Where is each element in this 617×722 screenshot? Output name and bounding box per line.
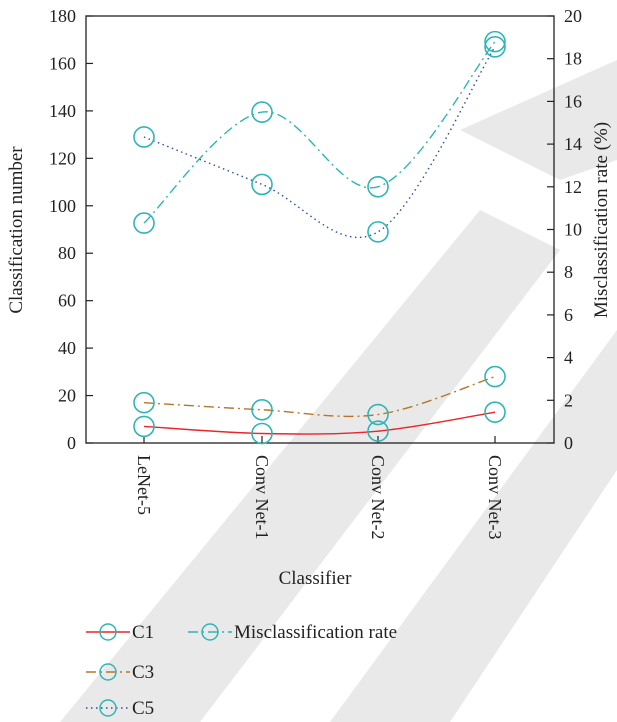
data-point bbox=[367, 403, 389, 426]
right-tick-label: 0 bbox=[564, 433, 573, 453]
data-point bbox=[133, 212, 155, 234]
y-axis-label: Classification number bbox=[6, 146, 27, 314]
data-point bbox=[133, 415, 155, 438]
legend-item: C1 bbox=[86, 622, 154, 643]
legend-item: C5 bbox=[86, 698, 154, 719]
legend-marker bbox=[201, 623, 219, 641]
left-y-axis: 0 20 40 60 80 100 120 140 160 180 bbox=[49, 6, 93, 453]
right-tick-label: 10 bbox=[564, 220, 582, 240]
right-tick-label: 18 bbox=[564, 49, 582, 69]
right-tick-label: 6 bbox=[564, 305, 573, 325]
data-point bbox=[251, 422, 273, 445]
legend-label: Misclassification rate bbox=[234, 622, 397, 643]
right-tick-label: 20 bbox=[564, 6, 582, 26]
data-point bbox=[367, 176, 389, 198]
data-point bbox=[251, 173, 273, 196]
data-point bbox=[484, 30, 506, 53]
series-line bbox=[143, 46, 496, 239]
x-axis: LeNet-5 Conv Net-1 Conv Net-2 Conv Net-3 bbox=[134, 436, 505, 540]
right-tick-label: 8 bbox=[564, 262, 573, 282]
series-c5 bbox=[133, 36, 506, 243]
series-misclassification-rate bbox=[133, 30, 506, 234]
left-tick-label: 20 bbox=[58, 386, 76, 406]
x-tick-label: Conv Net-2 bbox=[368, 455, 388, 540]
series-c3 bbox=[133, 365, 506, 426]
data-point bbox=[133, 126, 155, 148]
plot-frame bbox=[85, 15, 555, 444]
legend-label: C3 bbox=[132, 662, 154, 683]
left-tick-label: 80 bbox=[58, 243, 76, 263]
right-tick-label: 4 bbox=[564, 348, 573, 368]
y2-axis-label: Misclassification rate (%) bbox=[591, 122, 612, 318]
right-tick-label: 2 bbox=[564, 390, 573, 410]
left-tick-label: 160 bbox=[49, 53, 76, 73]
x-axis-label: Classifier bbox=[279, 568, 352, 589]
left-tick-label: 40 bbox=[58, 338, 76, 358]
left-tick-label: 0 bbox=[67, 433, 76, 453]
legend-item: Misclassification rate bbox=[188, 622, 397, 643]
series-line bbox=[143, 411, 496, 435]
legend-marker bbox=[99, 663, 117, 681]
legend-marker bbox=[99, 699, 117, 717]
series-c1 bbox=[133, 401, 506, 445]
legend-marker bbox=[99, 623, 117, 641]
data-point bbox=[484, 36, 506, 58]
data-point bbox=[251, 398, 273, 421]
data-point bbox=[367, 420, 389, 442]
legend: C1 Misclassification rate C3 C5 bbox=[86, 622, 397, 719]
x-tick-label: Conv Net-1 bbox=[252, 455, 272, 540]
left-tick-label: 120 bbox=[49, 148, 76, 168]
right-y-axis: 0 2 4 6 8 10 12 14 16 18 20 bbox=[547, 6, 582, 453]
x-tick-label: LeNet-5 bbox=[134, 455, 154, 515]
series-line bbox=[143, 375, 496, 418]
right-tick-label: 16 bbox=[564, 91, 582, 111]
legend-label: C5 bbox=[132, 698, 154, 719]
left-tick-label: 140 bbox=[49, 101, 76, 121]
left-tick-label: 100 bbox=[49, 196, 76, 216]
right-tick-label: 14 bbox=[564, 134, 582, 154]
x-tick-label: Conv Net-3 bbox=[485, 455, 505, 540]
series-layer bbox=[133, 30, 506, 445]
legend-label: C1 bbox=[132, 622, 154, 643]
data-point bbox=[367, 221, 389, 243]
data-point bbox=[133, 391, 155, 414]
left-tick-label: 180 bbox=[49, 6, 76, 26]
data-point bbox=[484, 401, 506, 423]
data-point bbox=[484, 365, 506, 388]
right-tick-label: 12 bbox=[564, 177, 582, 197]
plot-border bbox=[85, 15, 555, 444]
legend-item: C3 bbox=[86, 662, 154, 683]
series-line bbox=[143, 41, 496, 224]
data-point bbox=[251, 101, 273, 123]
left-tick-label: 60 bbox=[58, 291, 76, 311]
